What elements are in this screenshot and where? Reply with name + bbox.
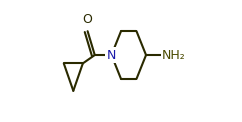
Text: O: O — [83, 13, 92, 26]
Text: N: N — [107, 49, 116, 61]
Text: NH₂: NH₂ — [162, 49, 186, 61]
